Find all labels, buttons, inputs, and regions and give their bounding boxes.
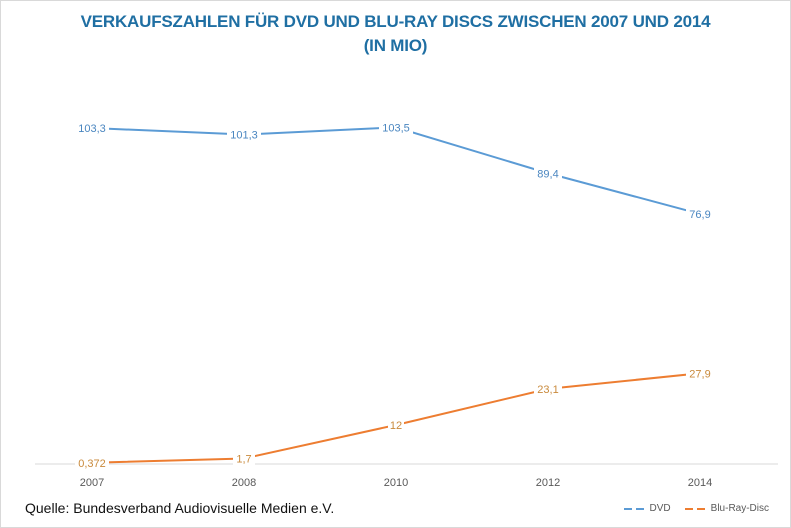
data-label: 89,4 [537, 168, 558, 180]
chart-title-block: VERKAUFSZAHLEN FÜR DVD UND BLU-RAY DISCS… [0, 10, 791, 58]
data-label-background [686, 205, 714, 221]
data-label-background [75, 120, 109, 136]
legend-swatch-bluray [684, 504, 707, 514]
data-label: 103,5 [382, 122, 410, 134]
data-label: 103,3 [78, 123, 106, 135]
x-tick-label: 2008 [232, 477, 256, 489]
data-label: 27,9 [689, 368, 710, 380]
data-label-background [534, 165, 562, 181]
data-labels: 103,3 101,3 103,5 89,4 76,9 0,372 1,7 12 23,1 27,… [75, 119, 714, 470]
data-label: 23,1 [537, 384, 558, 396]
series-lines [91, 126, 701, 464]
data-label-background [388, 416, 404, 432]
legend-swatch-dvd [623, 504, 646, 514]
x-tick-label: 2007 [80, 477, 104, 489]
legend-item-bluray: Blu-Ray-Disc [684, 503, 769, 514]
data-label-background [686, 365, 714, 381]
chart-subtitle: (IN MIO) [363, 36, 428, 55]
data-label: 76,9 [689, 209, 710, 221]
data-label: 101,3 [230, 130, 258, 142]
chart-title: VERKAUFSZAHLEN FÜR DVD UND BLU-RAY DISCS… [80, 12, 711, 31]
legend-label-dvd: DVD [649, 503, 671, 514]
legend-item-dvd: DVD [623, 503, 671, 514]
source-note: Quelle: Bundesverband Audiovisuelle Medi… [25, 500, 335, 516]
data-label-background [534, 380, 562, 396]
data-label-background [227, 126, 261, 142]
data-label-background [379, 119, 413, 135]
data-label: 0,372 [78, 458, 106, 470]
data-label-background [233, 450, 255, 466]
x-tick-labels: 2007 2008 2010 2012 2014 [80, 477, 712, 489]
x-tick-label: 2010 [384, 477, 408, 489]
legend: DVD Blu-Ray-Disc [623, 503, 769, 514]
legend-label-bluray: Blu-Ray-Disc [710, 503, 769, 514]
x-tick-label: 2014 [688, 477, 712, 489]
data-label-background [75, 454, 109, 470]
data-label: 12 [390, 420, 402, 432]
data-label: 1,7 [236, 453, 251, 465]
series-line-dvd [91, 126, 701, 215]
x-tick-label: 2012 [536, 477, 560, 489]
